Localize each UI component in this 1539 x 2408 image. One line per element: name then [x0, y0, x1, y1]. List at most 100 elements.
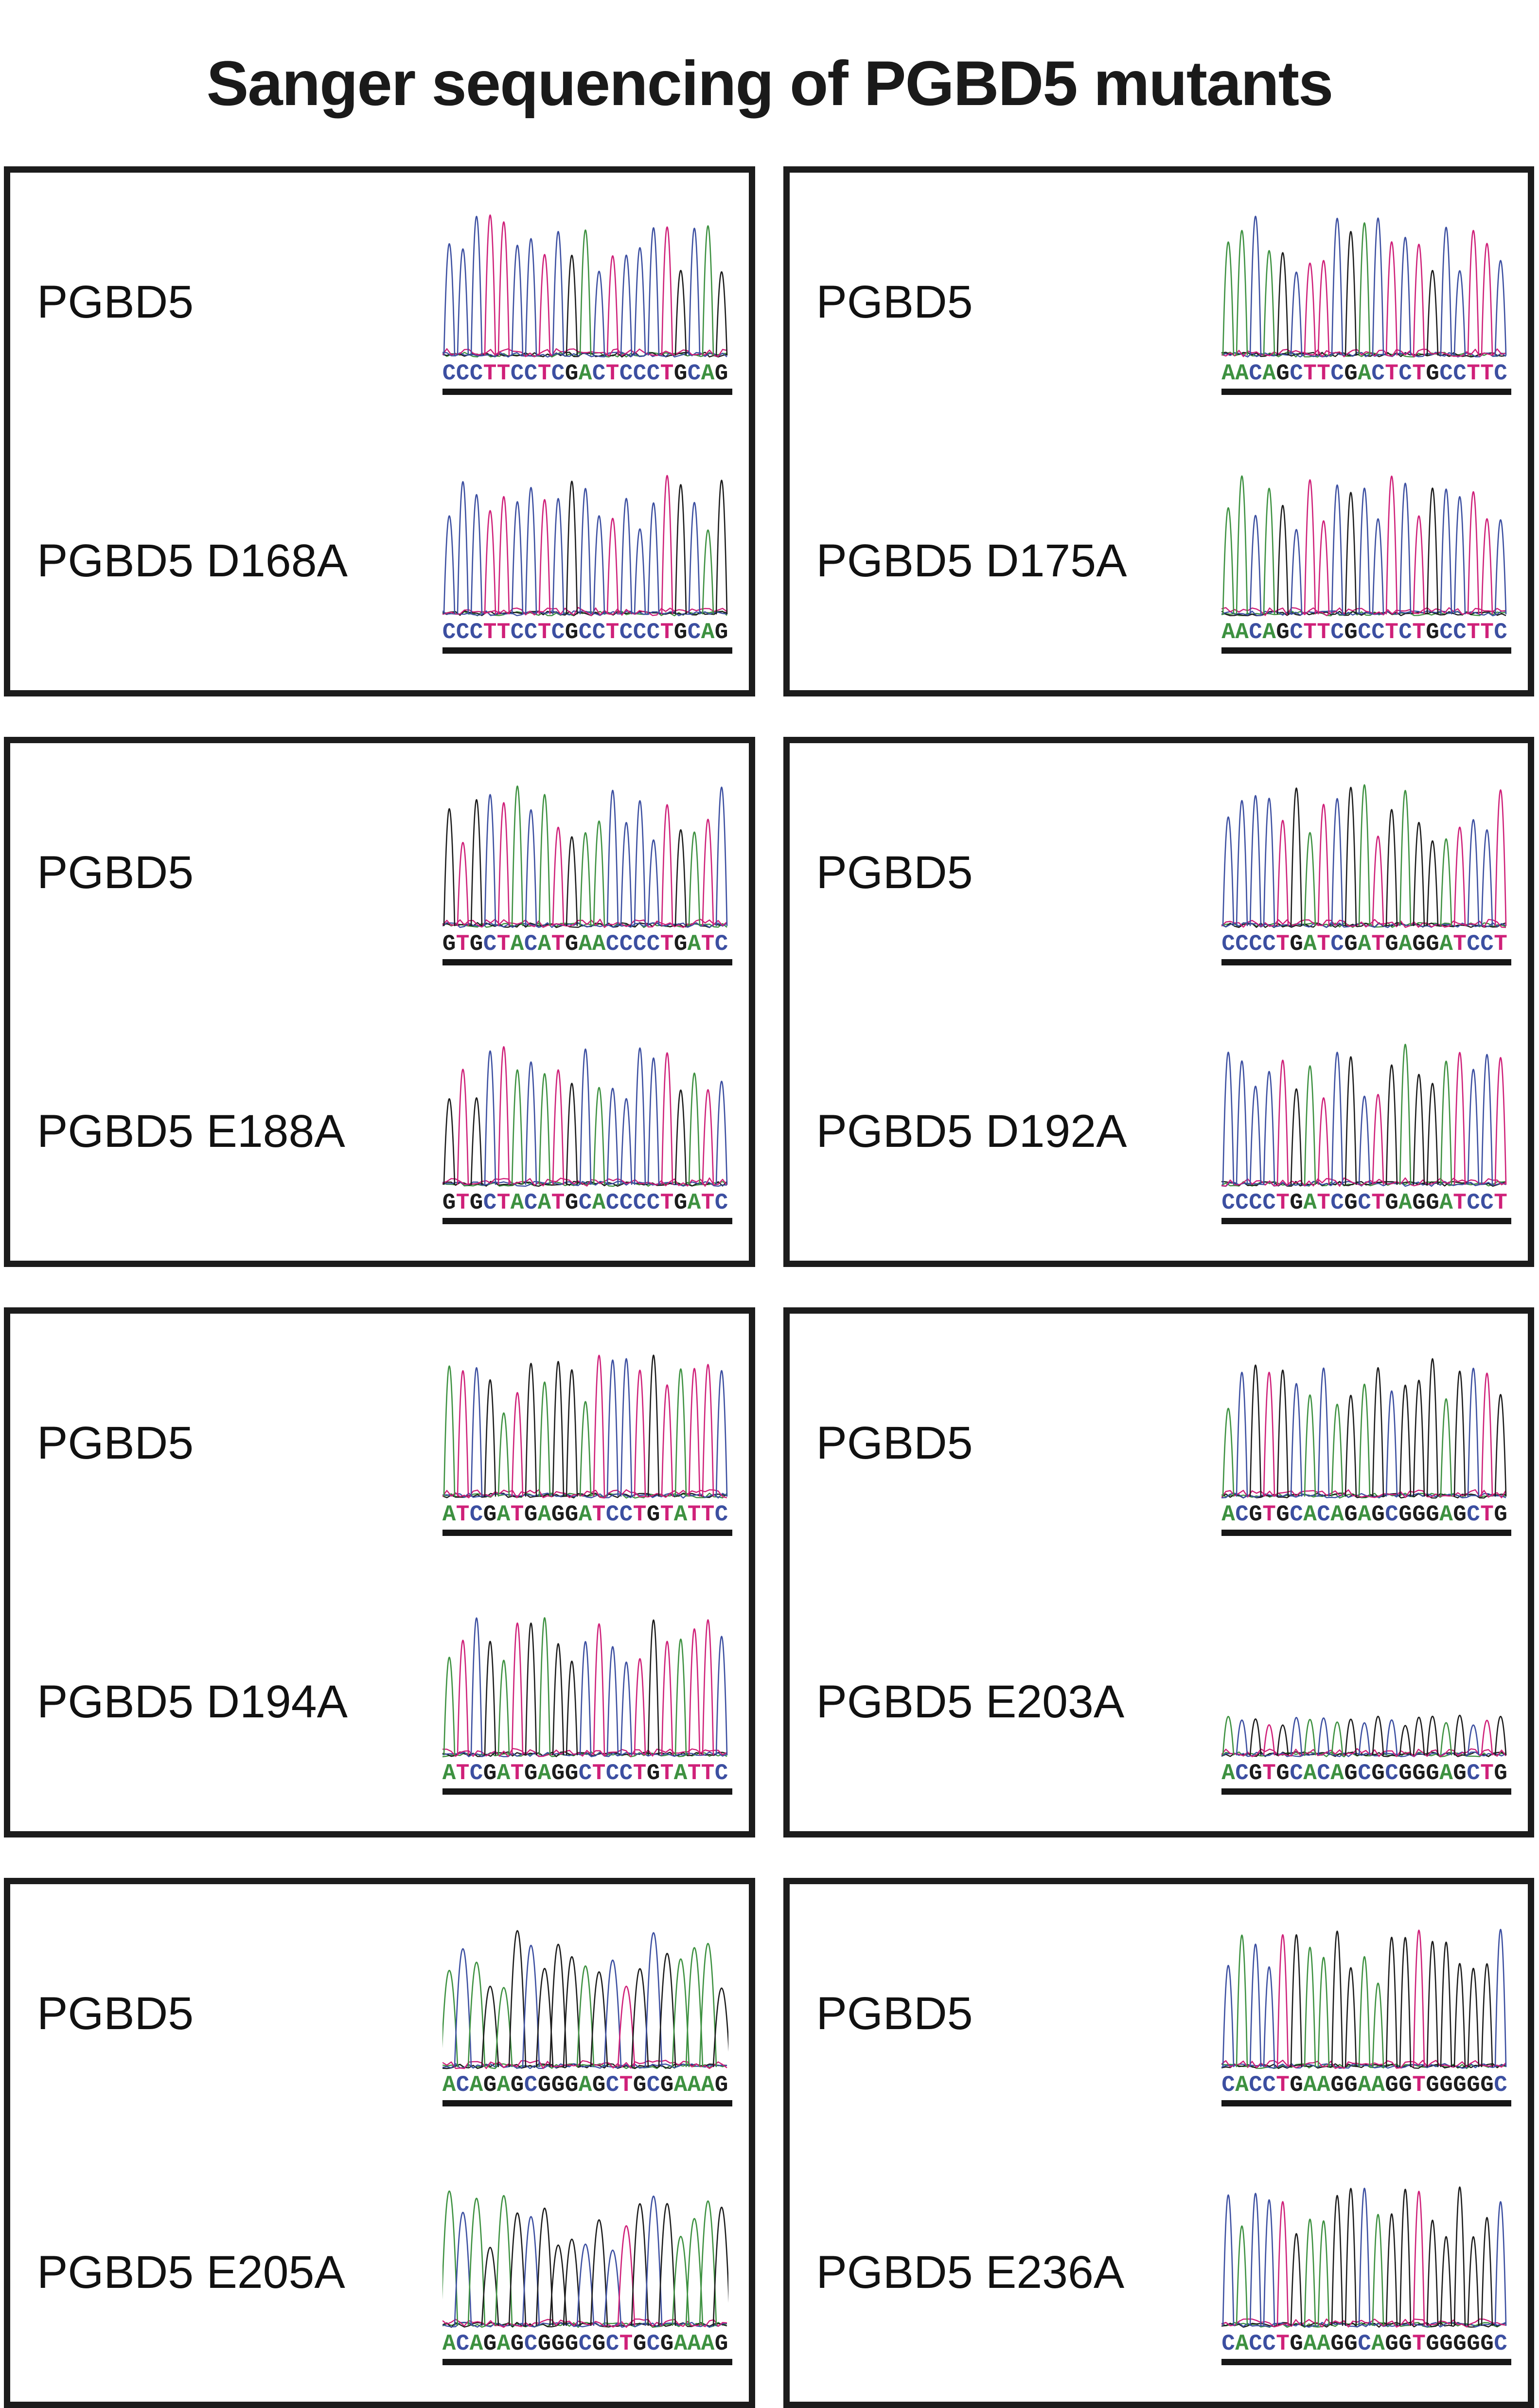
trace-label-wildtype: PGBD5	[816, 1417, 973, 1469]
sequence-underline	[1221, 959, 1511, 966]
trace-label-wildtype: PGBD5	[37, 846, 194, 898]
sequence-underline	[442, 959, 732, 966]
sequence-underline	[1221, 647, 1511, 654]
chromatogram-trace	[442, 1921, 728, 2071]
sequence-underline	[442, 1788, 732, 1795]
chromatogram-trace	[1221, 780, 1507, 930]
chromatogram-trace	[442, 1609, 728, 1760]
trace-label-wildtype: PGBD5	[816, 276, 973, 328]
trace-label-mutant: PGBD5 D168A	[37, 535, 348, 587]
sequence-underline	[442, 1218, 732, 1225]
trace-label-mutant: PGBD5 E205A	[37, 2246, 345, 2298]
chromatogram-trace	[1221, 209, 1507, 360]
trace-label-mutant: PGBD5 D192A	[816, 1105, 1127, 1157]
chromatogram-trace	[442, 468, 728, 619]
trace-label-wildtype: PGBD5	[37, 1987, 194, 2039]
trace-label-mutant: PGBD5 D194A	[37, 1676, 348, 1728]
sequence-underline	[1221, 2359, 1511, 2366]
trace-label-mutant: PGBD5 E188A	[37, 1105, 345, 1157]
sequence-underline	[442, 1530, 732, 1536]
sequence-underline	[1221, 1530, 1511, 1536]
trace-label-mutant: PGBD5 E236A	[816, 2246, 1125, 2298]
chromatogram-trace	[442, 209, 728, 360]
sequence-underline	[1221, 1788, 1511, 1795]
trace-label-wildtype: PGBD5	[816, 1987, 973, 2039]
figure-title: Sanger sequencing of PGBD5 mutants	[206, 48, 1334, 119]
chromatogram-trace	[442, 1350, 728, 1501]
chromatogram-trace	[1221, 1609, 1507, 1760]
sequence-underline	[1221, 2100, 1511, 2107]
trace-label-mutant: PGBD5 E203A	[816, 1676, 1125, 1728]
chromatogram-trace	[442, 2179, 728, 2330]
chromatogram-trace	[1221, 1350, 1507, 1501]
sequence-underline	[1221, 1218, 1511, 1225]
chromatogram-trace	[1221, 2179, 1507, 2330]
chromatogram-trace	[1221, 1921, 1507, 2071]
trace-label-wildtype: PGBD5	[37, 276, 194, 328]
sequence-underline	[1221, 389, 1511, 395]
chromatogram-trace	[1221, 468, 1507, 619]
sequence-underline	[442, 2359, 732, 2366]
sequence-underline	[442, 647, 732, 654]
trace-label-mutant: PGBD5 D175A	[816, 535, 1127, 587]
chromatogram-trace	[442, 1038, 728, 1189]
sequence-underline	[442, 2100, 732, 2107]
chromatogram-trace	[1221, 1038, 1507, 1189]
sequence-underline	[442, 389, 732, 395]
